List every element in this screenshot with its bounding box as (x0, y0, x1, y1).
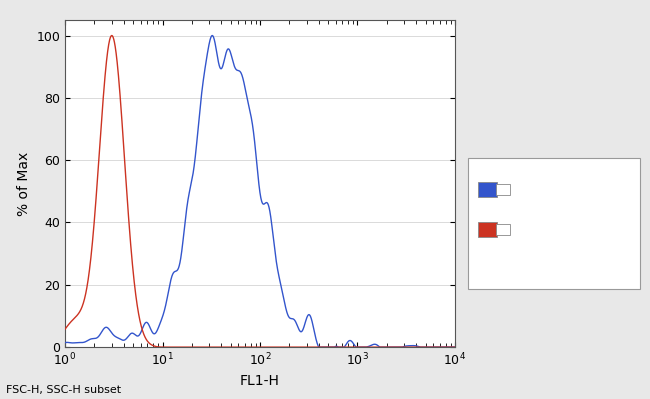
Text: FSC-H, SSC-H subset: FSC-H, SSC-H subset (6, 385, 122, 395)
Text: %: % (612, 164, 623, 174)
Text: 95.7: 95.7 (605, 184, 630, 195)
Text: IgM mouse: IgM mouse (515, 224, 577, 235)
X-axis label: FL1-H: FL1-H (240, 374, 280, 388)
Text: Sample: Sample (507, 164, 553, 174)
Text: 96: 96 (610, 224, 625, 235)
Y-axis label: % of Max: % of Max (17, 151, 31, 216)
Text: SSEA-1: SSEA-1 (515, 184, 555, 195)
